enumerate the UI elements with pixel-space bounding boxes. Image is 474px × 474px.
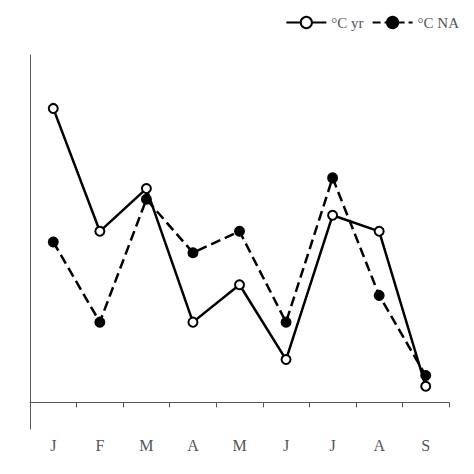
svg-text:°C yr: °C yr — [331, 15, 363, 31]
svg-text:S: S — [421, 437, 430, 454]
svg-text:°C NA: °C NA — [418, 15, 460, 31]
svg-text:M: M — [232, 437, 246, 454]
svg-text:J: J — [329, 437, 335, 454]
svg-text:F: F — [95, 437, 104, 454]
svg-text:J: J — [50, 437, 56, 454]
svg-text:J: J — [283, 437, 289, 454]
svg-text:A: A — [187, 437, 199, 454]
svg-text:M: M — [139, 437, 153, 454]
svg-text:A: A — [373, 437, 385, 454]
